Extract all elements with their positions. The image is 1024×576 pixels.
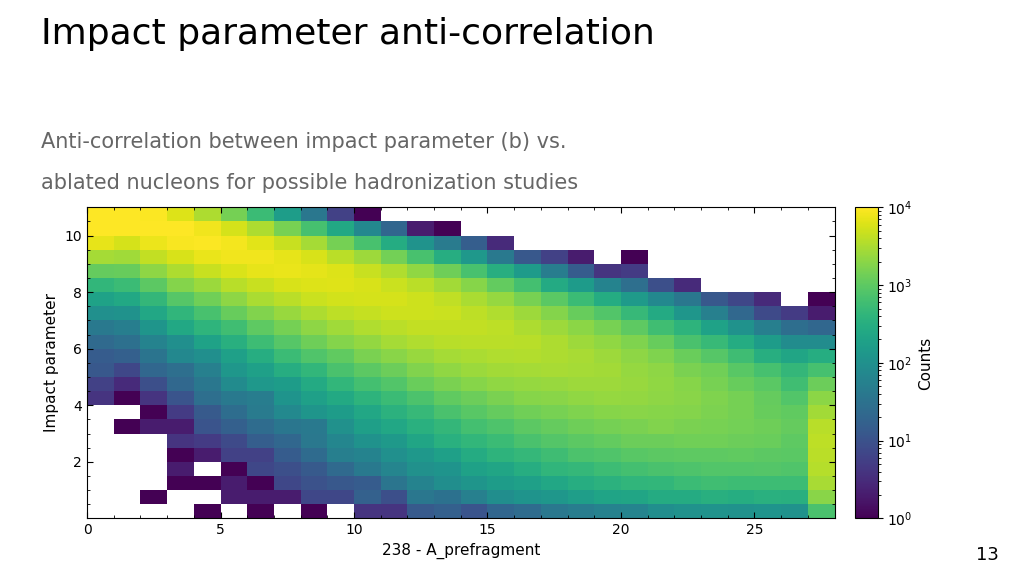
Text: Impact parameter anti-correlation: Impact parameter anti-correlation: [41, 17, 654, 51]
Y-axis label: Counts: Counts: [919, 336, 933, 389]
Text: ablated nucleons for possible hadronization studies: ablated nucleons for possible hadronizat…: [41, 173, 579, 193]
Y-axis label: Impact parameter: Impact parameter: [44, 293, 59, 433]
X-axis label: 238 - A_prefragment: 238 - A_prefragment: [382, 543, 540, 559]
Text: Anti-correlation between impact parameter (b) vs.: Anti-correlation between impact paramete…: [41, 132, 566, 153]
Text: 13: 13: [976, 547, 998, 564]
